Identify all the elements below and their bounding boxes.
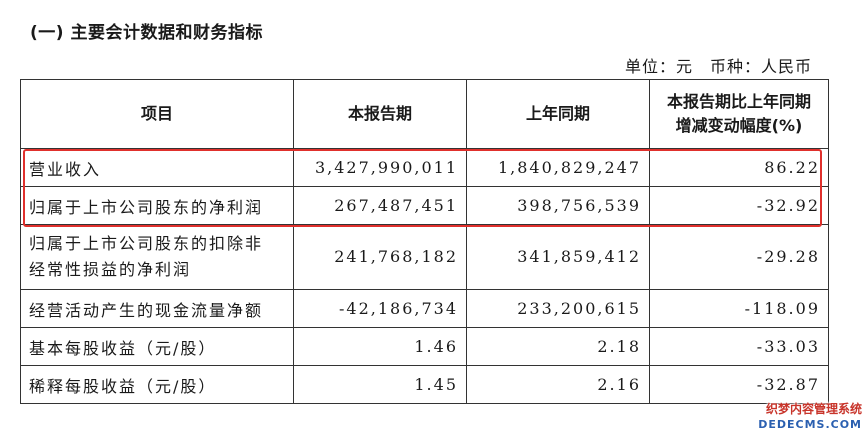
row-current: 1.45: [293, 365, 467, 404]
header-item: 项目: [20, 79, 294, 149]
row-current: 241,768,182: [293, 224, 467, 290]
row-item: 归属于上市公司股东的扣除非 经常性损益的净利润: [20, 224, 294, 290]
financial-indicators-table: 项目 本报告期 上年同期 本报告期比上年同期 增减变动幅度(%) 营业收入 3,…: [20, 79, 829, 404]
header-change-line2: 增减变动幅度(%): [675, 116, 803, 135]
row-change: -32.87: [649, 365, 829, 404]
watermark-line1: 织梦内容管理系统: [765, 402, 862, 416]
table-row: 归属于上市公司股东的扣除非 经常性损益的净利润 241,768,182 341,…: [20, 224, 829, 290]
row-current: 3,427,990,011: [293, 148, 467, 187]
row-change: -33.03: [649, 327, 829, 366]
row-item: 归属于上市公司股东的净利润: [20, 186, 294, 225]
row-item: 基本每股收益（元/股）: [20, 327, 294, 366]
row-prior: 2.18: [466, 327, 650, 366]
row-prior: 398,756,539: [466, 186, 650, 225]
table-row: 基本每股收益（元/股） 1.46 2.18 -33.03: [20, 327, 829, 366]
watermark: 织梦内容管理系统 DEDECMS.COM: [758, 402, 862, 432]
row-prior: 2.16: [466, 365, 650, 404]
row-prior: 233,200,615: [466, 289, 650, 328]
table-row: 归属于上市公司股东的净利润 267,487,451 398,756,539 -3…: [20, 186, 829, 225]
header-prior-period: 上年同期: [466, 79, 650, 149]
row-current: 267,487,451: [293, 186, 467, 225]
row-item-line1: 归属于上市公司股东的扣除非: [29, 234, 264, 253]
unit-currency-note: 单位：元 币种：人民币: [624, 57, 812, 76]
row-current: 1.46: [293, 327, 467, 366]
table-row: 稀释每股收益（元/股） 1.45 2.16 -32.87: [20, 365, 829, 404]
header-change-percent: 本报告期比上年同期 增减变动幅度(%): [649, 79, 829, 149]
row-item: 稀释每股收益（元/股）: [20, 365, 294, 404]
row-item-line2: 经常性损益的净利润: [29, 260, 192, 279]
row-change: -118.09: [649, 289, 829, 328]
header-current-period: 本报告期: [293, 79, 467, 149]
row-item: 营业收入: [20, 148, 294, 187]
watermark-line2: DEDECMS.COM: [758, 418, 862, 431]
table-row: 经营活动产生的现金流量净额 -42,186,734 233,200,615 -1…: [20, 289, 829, 328]
section-title: (一) 主要会计数据和财务指标: [30, 23, 263, 43]
table-header-row: 项目 本报告期 上年同期 本报告期比上年同期 增减变动幅度(%): [20, 79, 829, 149]
row-change: -32.92: [649, 186, 829, 225]
header-change-line1: 本报告期比上年同期: [666, 92, 811, 111]
row-prior: 1,840,829,247: [466, 148, 650, 187]
row-change: 86.22: [649, 148, 829, 187]
row-prior: 341,859,412: [466, 224, 650, 290]
row-item: 经营活动产生的现金流量净额: [20, 289, 294, 328]
row-current: -42,186,734: [293, 289, 467, 328]
table-row: 营业收入 3,427,990,011 1,840,829,247 86.22: [20, 148, 829, 187]
row-change: -29.28: [649, 224, 829, 290]
